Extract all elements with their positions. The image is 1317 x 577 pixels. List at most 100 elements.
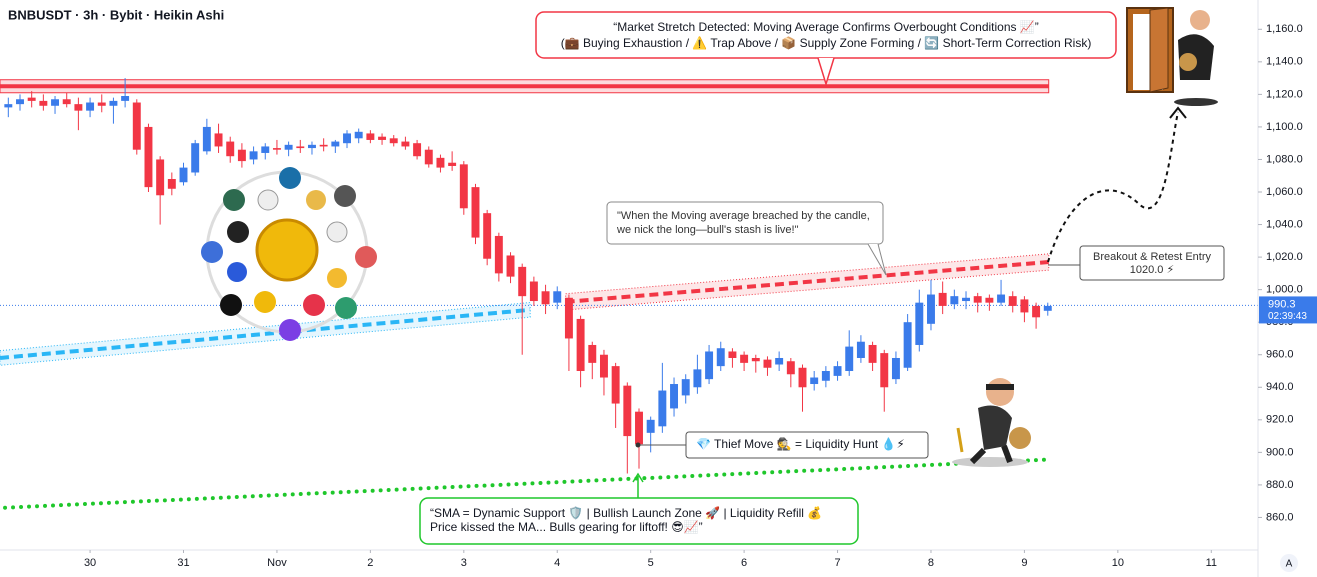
price-badge [1259, 296, 1317, 324]
candle-body [378, 136, 387, 140]
candle-body [868, 344, 877, 363]
candle-body [705, 351, 714, 380]
annotation-text: Breakout & Retest Entry [1093, 251, 1211, 263]
candle-body [179, 167, 188, 183]
jewelry [956, 427, 964, 453]
y-tick-label: 860.0 [1266, 511, 1294, 523]
coin-icon [223, 189, 245, 211]
thief-mask [986, 384, 1014, 390]
x-tick-label: 5 [648, 557, 654, 569]
candle-body [156, 159, 165, 196]
y-tick-label: 1,040.0 [1266, 218, 1303, 230]
candle-body [728, 351, 737, 358]
callout-pointer [867, 243, 887, 276]
candle-body [436, 157, 445, 168]
candle-body [833, 366, 842, 376]
candle-body [51, 99, 60, 106]
x-tick-label: 7 [834, 557, 840, 569]
candle-body [798, 367, 807, 388]
candle-body [506, 255, 515, 277]
coin-icon [303, 294, 325, 316]
candle-body [599, 354, 608, 378]
candle-body [296, 146, 305, 149]
candle-body [97, 102, 106, 106]
candle-body [74, 104, 83, 111]
escape-arrowhead [1169, 106, 1187, 119]
auto-scale-label[interactable]: A [1286, 559, 1293, 570]
candle-body [132, 102, 141, 150]
annotation-text-layer: “Market Stretch Detected: Moving Average… [430, 20, 1211, 534]
y-tick-label: 1,000.0 [1266, 284, 1303, 296]
candle-body [27, 97, 36, 101]
y-tick-label: 1,160.0 [1266, 23, 1303, 35]
candle-body [167, 178, 176, 189]
candle-body [261, 146, 270, 153]
candle-body [915, 302, 924, 345]
coin-icon [201, 241, 223, 263]
candle-body [856, 341, 865, 358]
candle-body [751, 357, 760, 362]
candle-body [272, 148, 281, 150]
annotation-text: Price kissed the MA... Bulls gearing for… [430, 520, 703, 534]
chart-title: BNBUSDT · 3h · Bybit · Heikin Ashi [8, 7, 224, 22]
escape-arrow [1047, 111, 1179, 263]
candle-body [845, 346, 854, 372]
candle-body [424, 149, 433, 165]
candle-body [331, 141, 340, 147]
y-tick-label: 1,140.0 [1266, 56, 1303, 68]
candle-body [997, 294, 1006, 303]
money-bag [1009, 427, 1031, 449]
y-tick-label: 960.0 [1266, 349, 1294, 361]
annotation-text: 1020.0 ⚡ [1130, 264, 1174, 276]
callout-box [1079, 245, 1225, 281]
coin-icon [227, 262, 247, 282]
annotation-text: “Market Stretch Detected: Moving Average… [613, 20, 1039, 34]
candle-body [494, 235, 503, 274]
candle-body [202, 126, 211, 152]
callout-box [419, 497, 859, 545]
candle-body [763, 359, 772, 368]
candle-layer [4, 78, 1052, 474]
candle-body [214, 133, 223, 147]
coin-icon [279, 167, 301, 189]
candle-body [191, 143, 200, 173]
burglar-head [1190, 10, 1210, 30]
candle-body [938, 292, 947, 306]
candle-body [459, 164, 468, 209]
candle-body [821, 371, 830, 381]
candle-body [366, 133, 375, 140]
price-badge-value: 990.3 [1268, 298, 1296, 310]
annotation-text: (💼 Buying Exhaustion / ⚠️ Trap Above / 📦… [561, 36, 1092, 50]
y-tick-label: 900.0 [1266, 446, 1294, 458]
annotation-text: 💎 Thief Move 🕵️ = Liquidity Hunt 💧⚡ [696, 437, 905, 451]
candle-body [576, 318, 585, 372]
manhole [1174, 98, 1218, 106]
auto-scale-button[interactable] [1280, 554, 1298, 572]
thief-body [978, 405, 1012, 450]
candle-body [973, 296, 982, 303]
bitcoin-icon [255, 218, 319, 282]
callout-box [535, 11, 1117, 59]
candle-body [1020, 299, 1029, 313]
candle-body [39, 100, 48, 106]
candle-body [62, 99, 71, 105]
candle-body [635, 411, 643, 445]
candle-body [448, 162, 457, 166]
annotation-text: we nick the long—bull's stash is live!" [616, 224, 799, 236]
candle-body [903, 322, 912, 368]
annotation-text: “SMA = Dynamic Support 🛡️ | Bullish Laun… [430, 506, 822, 520]
coin-icon [306, 190, 326, 210]
shadow [952, 457, 1028, 467]
candle-body [319, 144, 328, 147]
y-tick-label: 940.0 [1266, 381, 1294, 393]
candle-body [716, 348, 725, 367]
candle-body [518, 266, 527, 297]
candle-body [483, 213, 492, 259]
thief-head [986, 378, 1014, 406]
candle-body [308, 144, 316, 149]
callout-pointer [817, 57, 835, 87]
candle-body [891, 357, 900, 380]
candle-body [401, 141, 410, 147]
